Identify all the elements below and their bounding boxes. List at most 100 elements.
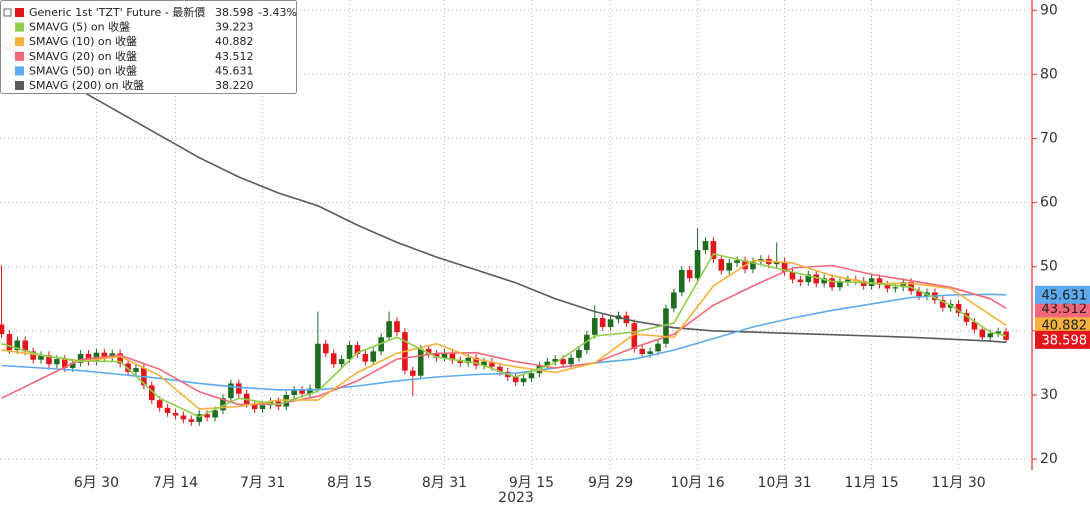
candle-body (718, 259, 725, 271)
candle-body (133, 368, 139, 372)
candle-body (148, 385, 155, 401)
candle-body (101, 352, 108, 358)
legend-value: 38.220 (215, 79, 254, 92)
price-tag-label: 38.598 (1042, 333, 1088, 348)
candle-body (291, 389, 297, 395)
candle-body (584, 334, 590, 351)
legend-toggle (3, 8, 12, 17)
x-tick-label: 7月 31 (240, 475, 285, 491)
candle-body (338, 359, 345, 365)
candle-body (481, 361, 487, 366)
candle-body (180, 415, 187, 420)
candle-body (220, 398, 226, 411)
legend-value: 40.882 (215, 35, 254, 48)
candle-body (955, 303, 962, 313)
candle-body (315, 343, 321, 389)
y-tick-label: 80 (1040, 66, 1058, 82)
candle-body (544, 361, 551, 366)
legend-swatch (15, 66, 24, 76)
x-tick-label: 6月 30 (74, 475, 119, 491)
candle-body (354, 344, 361, 354)
candle-body (837, 282, 843, 288)
candle-body (694, 250, 701, 279)
price-tag (1035, 285, 1090, 304)
legend-change: -3.43% (258, 6, 297, 19)
candle-body (892, 287, 899, 289)
candle-body (939, 300, 946, 308)
candle-body (6, 334, 13, 351)
legend-value: 38.598 (215, 6, 254, 19)
candle-body (576, 350, 582, 358)
price-tag (1035, 316, 1090, 335)
candle-body (845, 279, 851, 283)
candle-body (797, 279, 804, 283)
candle-body (591, 318, 598, 335)
candle-body (750, 261, 756, 270)
candle-body (963, 312, 970, 322)
candle-body (251, 403, 258, 410)
y-tick-label: 90 (1040, 2, 1058, 18)
candle-body (212, 410, 218, 418)
y-tick-label: 50 (1040, 259, 1058, 275)
candle-body (860, 280, 867, 286)
x-tick-label: 8月 31 (422, 475, 467, 491)
candle-body (38, 355, 44, 360)
moving-average-line (1, 44, 1007, 344)
legend-swatch (15, 22, 24, 32)
candle-body (702, 241, 709, 251)
candle-body (54, 359, 60, 365)
candle-body (876, 278, 883, 285)
candle-body (378, 337, 384, 352)
x-tick-label: 10月 16 (671, 475, 725, 491)
y-tick-label: 30 (1040, 387, 1058, 403)
candle-body (172, 412, 179, 416)
candle-body (900, 282, 907, 288)
candle-body (473, 357, 479, 366)
candle-body (85, 353, 92, 362)
candle-body (299, 389, 305, 394)
legend-label: SMAVG (200) on 收盤 (29, 78, 144, 92)
legend-label: SMAVG (20) on 收盤 (29, 49, 137, 63)
candle-body (0, 324, 5, 335)
candle-body (686, 269, 693, 279)
candle-body (497, 366, 503, 372)
legend-swatch (15, 51, 24, 61)
candle-body (829, 278, 835, 288)
candle-body (61, 359, 68, 369)
moving-average-line (1, 252, 1007, 418)
candle-body (607, 319, 614, 328)
legend-value: 45.631 (215, 64, 254, 77)
candle-body (678, 269, 685, 293)
candle-body (726, 262, 733, 271)
candle-body (386, 321, 392, 338)
candle-body (417, 348, 424, 376)
price-tag-label: 45.631 (1042, 288, 1088, 303)
x-tick-label: 8月 15 (327, 475, 372, 491)
candle-body (639, 348, 646, 354)
candle-body (410, 370, 416, 376)
candle-body (971, 321, 978, 330)
candle-body (362, 353, 369, 362)
candle-body (489, 361, 495, 367)
candle-body (22, 340, 29, 352)
candle-body (346, 344, 353, 360)
candle-body (46, 355, 52, 365)
price-tag-label: 40.882 (1042, 319, 1088, 334)
candle-body (734, 260, 740, 263)
candle-body (987, 333, 994, 338)
candle-body (125, 363, 131, 372)
candle-body (884, 284, 891, 289)
candle-body (69, 362, 76, 369)
candle-body (394, 321, 400, 333)
x-tick-label: 11月 30 (932, 475, 986, 491)
candle-body (77, 353, 84, 363)
candle-body (916, 291, 922, 297)
candle-body (465, 357, 471, 363)
candle-body (259, 405, 266, 410)
candle-body (307, 388, 313, 394)
candle-body (599, 318, 606, 328)
candle-body (789, 271, 796, 280)
candle-body (710, 241, 717, 260)
